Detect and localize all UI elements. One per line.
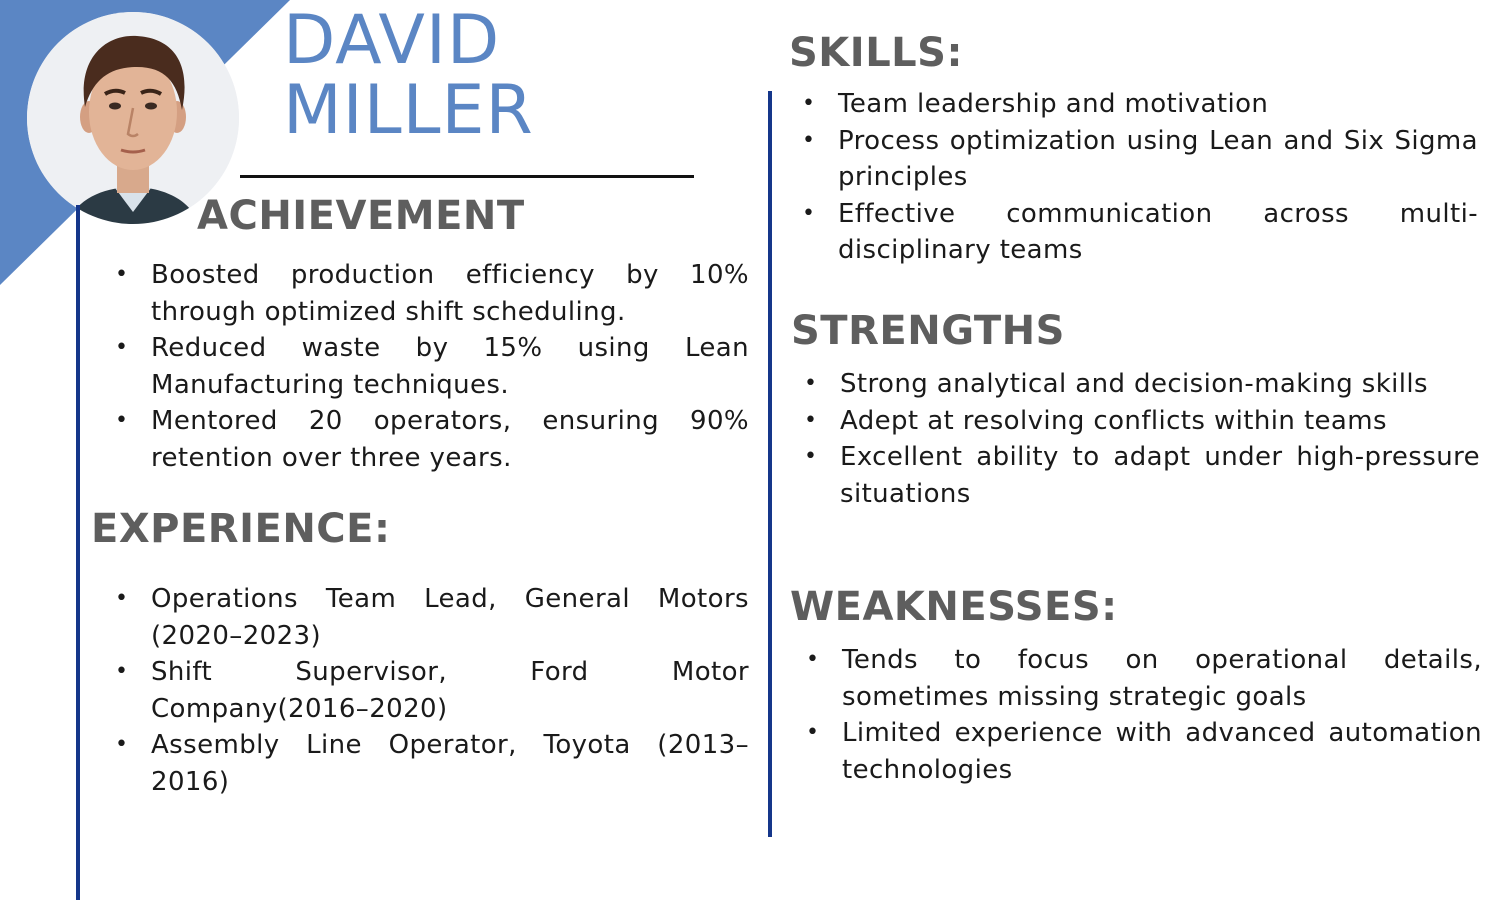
weaknesses-list: Tends to focus on operational details, s…: [806, 642, 1482, 788]
list-item: Excellent ability to adapt under high-pr…: [804, 439, 1480, 512]
list-item: Shift Supervisor, Ford Motor Company(201…: [115, 654, 749, 727]
skills-heading: SKILLS:: [789, 30, 963, 76]
strengths-heading: STRENGTHS: [791, 308, 1065, 354]
portrait-illustration: [27, 12, 239, 224]
list-item: Boosted production efficiency by 10% thr…: [115, 257, 749, 330]
list-item: Operations Team Lead, General Motors (20…: [115, 581, 749, 654]
experience-heading: EXPERIENCE:: [91, 506, 391, 552]
center-vertical-rule: [768, 91, 772, 837]
list-item: Limited experience with advanced automat…: [806, 715, 1482, 788]
list-item: Mentored 20 operators, ensuring 90% rete…: [115, 403, 749, 476]
achievement-heading: ACHIEVEMENT: [197, 193, 525, 239]
strengths-list: Strong analytical and decision-making sk…: [804, 366, 1480, 512]
list-item: Team leadership and motivation: [802, 86, 1478, 123]
list-item: Process optimization using Lean and Six …: [802, 123, 1478, 196]
list-item: Tends to focus on operational details, s…: [806, 642, 1482, 715]
name-underline: [240, 175, 694, 178]
list-item: Effective communication across multi-dis…: [802, 196, 1478, 269]
list-item: Adept at resolving conflicts within team…: [804, 403, 1480, 440]
skills-list: Team leadership and motivation Process o…: [802, 86, 1478, 269]
left-vertical-rule: [76, 205, 80, 900]
list-item: Assembly Line Operator, Toyota (2013–201…: [115, 727, 749, 800]
experience-list: Operations Team Lead, General Motors (20…: [115, 581, 749, 800]
weaknesses-heading: WEAKNESSES:: [790, 584, 1118, 630]
list-item: Reduced waste by 15% using Lean Manufact…: [115, 330, 749, 403]
candidate-name: DAVID MILLER: [283, 6, 534, 146]
first-name: DAVID: [283, 1, 501, 80]
profile-photo: [27, 12, 239, 224]
achievement-list: Boosted production efficiency by 10% thr…: [115, 257, 749, 476]
last-name: MILLER: [283, 71, 534, 150]
list-item: Strong analytical and decision-making sk…: [804, 366, 1480, 403]
